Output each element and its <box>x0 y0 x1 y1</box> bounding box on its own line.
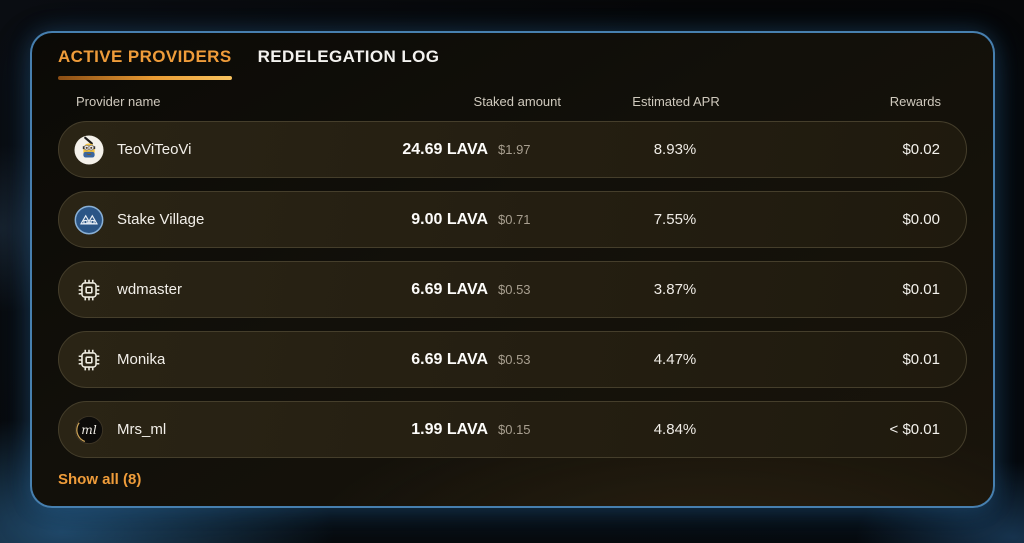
staked-amount-lava: 1.99 LAVA <box>411 420 488 438</box>
provider-name: Stake Village <box>117 211 205 228</box>
column-header-rewards: Rewards <box>889 94 941 109</box>
estimated-apr: 4.47% <box>653 351 697 368</box>
provider-name: Mrs_ml <box>117 421 167 438</box>
provider-rows-list: ml TeoViTeoVi 24.69 LAVA $1.97 8.93% $0.… <box>58 121 967 458</box>
staked-amount-usd: $0.53 <box>498 282 531 297</box>
provider-row[interactable]: ml Monika 6.69 LAVA $0.53 4.47% $0.01 <box>58 331 967 388</box>
provider-name: Monika <box>117 351 166 368</box>
rewards-value: $0.01 <box>902 281 940 298</box>
chip-avatar-icon <box>78 279 100 300</box>
tab-redelegation-log[interactable]: REDELEGATION LOG <box>258 47 440 80</box>
estimated-apr: 8.93% <box>653 141 697 158</box>
rewards-value: $0.00 <box>902 211 940 228</box>
staked-amount-usd: $0.15 <box>498 422 531 437</box>
active-tab-underline <box>58 76 232 80</box>
estimated-apr: 4.84% <box>653 421 697 438</box>
provider-avatar: ml <box>74 415 104 445</box>
staked-amount-lava: 9.00 LAVA <box>411 210 488 228</box>
rewards-value: $0.02 <box>902 141 940 158</box>
estimated-apr: 7.55% <box>653 211 697 228</box>
column-header-staked-amount: Staked amount <box>473 94 561 109</box>
chip-avatar-icon <box>78 349 100 370</box>
provider-avatar: ml <box>74 205 104 235</box>
provider-row[interactable]: ml Stake Village 9.00 LAVA $0.71 7.55% $… <box>58 191 967 248</box>
provider-row[interactable]: ml wdmaster 6.69 LAVA $0.53 3.87% $0.01 <box>58 261 967 318</box>
rewards-value: < $0.01 <box>889 421 940 438</box>
provider-row[interactable]: ml Mrs_ml 1.99 LAVA $0.15 4.84% < $0.01 <box>58 401 967 458</box>
staked-amount-usd: $1.97 <box>498 142 531 157</box>
staked-amount-usd: $0.53 <box>498 352 531 367</box>
rewards-value: $0.01 <box>902 351 940 368</box>
tab-active-providers-label: ACTIVE PROVIDERS <box>58 47 232 66</box>
svg-text:ml: ml <box>81 423 97 437</box>
staked-amount-lava: 6.69 LAVA <box>411 280 488 298</box>
tab-active-providers[interactable]: ACTIVE PROVIDERS <box>58 47 232 80</box>
minion-avatar-icon <box>74 134 104 165</box>
provider-name: wdmaster <box>117 281 183 298</box>
staked-amount-lava: 6.69 LAVA <box>411 350 488 368</box>
provider-avatar: ml <box>74 275 104 305</box>
provider-row[interactable]: ml TeoViTeoVi 24.69 LAVA $1.97 8.93% $0.… <box>58 121 967 178</box>
estimated-apr: 3.87% <box>653 281 697 298</box>
tab-bar: ACTIVE PROVIDERS REDELEGATION LOG <box>58 47 967 80</box>
table-header: Provider name Staked amount Estimated AP… <box>58 94 967 109</box>
column-header-estimated-apr: Estimated APR <box>632 94 720 109</box>
provider-name: TeoViTeoVi <box>117 141 192 158</box>
provider-avatar: ml <box>74 134 104 165</box>
column-header-provider-name: Provider name <box>76 94 161 109</box>
village-avatar-icon <box>74 205 104 234</box>
provider-avatar: ml <box>74 345 104 375</box>
staked-amount-usd: $0.71 <box>498 212 531 227</box>
tab-redelegation-log-label: REDELEGATION LOG <box>257 47 440 66</box>
ml-avatar-icon: ml <box>74 415 104 444</box>
show-all-link[interactable]: Show all (8) <box>58 471 142 488</box>
providers-panel: ACTIVE PROVIDERS REDELEGATION LOG Provid… <box>30 31 995 508</box>
staked-amount-lava: 24.69 LAVA <box>402 140 488 158</box>
